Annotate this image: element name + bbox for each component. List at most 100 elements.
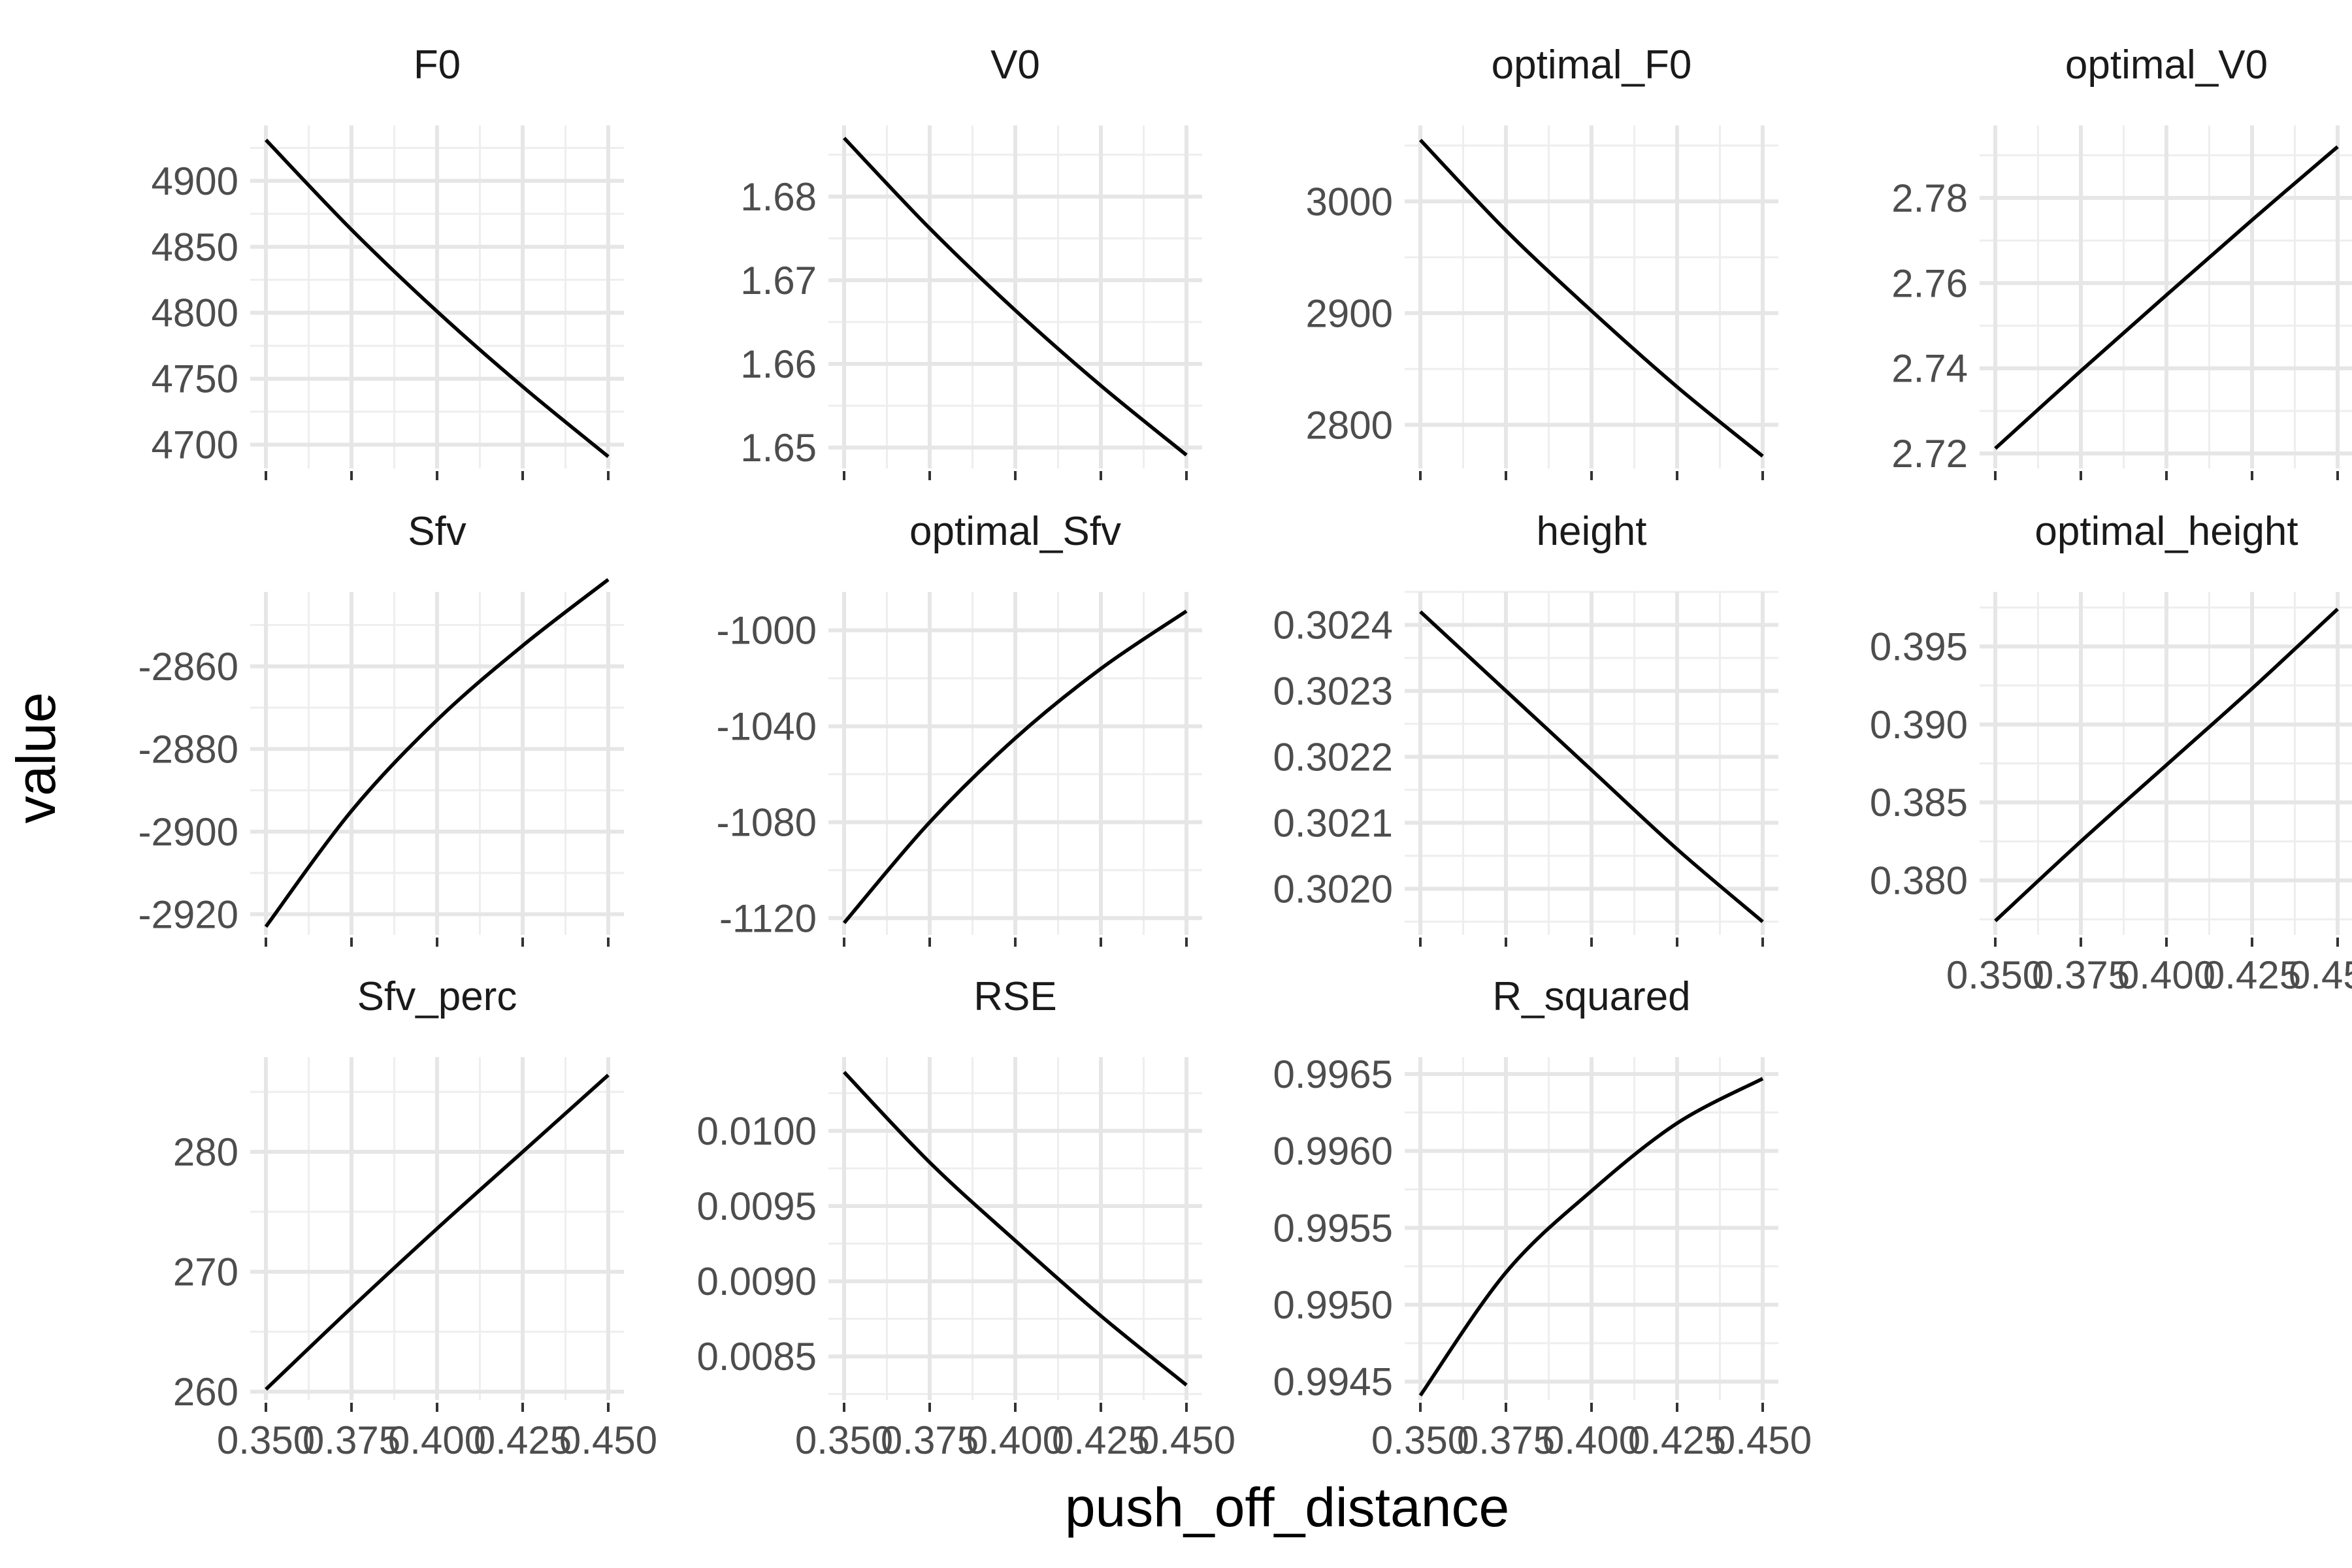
panel-Sfv_perc: Sfv_perc 260 270 280 0.3500.3750.4000.4250.4… xyxy=(173,974,657,1462)
x-tick-label: 0.450 xyxy=(1714,1418,1812,1462)
y-tick-label: 1.66 xyxy=(740,342,817,386)
panel-F0: F0 4700 4750 4800 4850 4900 xyxy=(152,42,624,480)
panel-R_squared: R_squared 0.9945 0.9950 0.9955 0.9960 0.9965 0… xyxy=(1273,974,1812,1462)
x-tick-label: 0.375 xyxy=(2032,953,2130,997)
y-tick-label: 0.0085 xyxy=(696,1335,817,1379)
y-tick-label: -1080 xyxy=(717,800,817,844)
y-tick-label: 270 xyxy=(173,1250,238,1294)
panel-title: Sfv_perc xyxy=(357,974,517,1019)
x-tick-label: 0.400 xyxy=(2117,953,2215,997)
y-tick-label: 4700 xyxy=(152,423,238,467)
y-tick-label: -2880 xyxy=(139,727,238,771)
x-tick-label: 0.400 xyxy=(966,1418,1064,1462)
panel-title: optimal_height xyxy=(2034,509,2298,554)
y-tick-label: 1.68 xyxy=(740,175,817,219)
x-tick-label: 0.450 xyxy=(1137,1418,1235,1462)
y-tick-label: 1.65 xyxy=(740,426,817,470)
y-tick-label: 4900 xyxy=(152,159,238,203)
panel-title: Sfv xyxy=(408,509,466,554)
series-line-height xyxy=(1419,610,1764,923)
panel-title: R_squared xyxy=(1492,974,1690,1019)
y-tick-label: 0.0100 xyxy=(696,1109,817,1153)
y-tick-label: 4750 xyxy=(152,357,238,401)
y-tick-label: 0.3023 xyxy=(1273,669,1393,713)
panel-V0: V0 1.65 1.66 1.67 1.68 xyxy=(740,42,1202,480)
series-line-V0 xyxy=(843,137,1188,457)
panel-title: optimal_V0 xyxy=(2065,42,2268,88)
panel-title: RSE xyxy=(973,974,1056,1019)
facet-panels: F0 4700 4750 4800 4850 4900 V0 1.65 1.66 1.67 1.68… xyxy=(139,42,2352,1462)
x-tick-label: 0.375 xyxy=(1457,1418,1555,1462)
panel-title: optimal_Sfv xyxy=(909,509,1121,554)
panel-title: F0 xyxy=(414,42,461,88)
y-tick-label: 0.0090 xyxy=(696,1260,817,1303)
y-tick-label: 2800 xyxy=(1306,403,1393,447)
y-tick-label: 0.9950 xyxy=(1273,1283,1393,1327)
x-tick-label: 0.425 xyxy=(1628,1418,1726,1462)
y-tick-label: 0.3022 xyxy=(1273,735,1393,779)
series-line-optimal_F0 xyxy=(1419,139,1764,458)
y-tick-label: 0.0095 xyxy=(696,1184,817,1228)
y-tick-label: 0.9960 xyxy=(1273,1130,1393,1173)
series-line-Sfv_perc xyxy=(265,1073,610,1391)
y-tick-label: -1120 xyxy=(719,896,817,940)
panel-Sfv: Sfv -2920 -2900 -2880 -2860 xyxy=(139,509,624,947)
y-tick-label: 2.78 xyxy=(1891,176,1968,220)
x-tick-label: 0.375 xyxy=(881,1418,979,1462)
y-tick-label: 0.390 xyxy=(1870,703,1968,747)
x-tick-label: 0.400 xyxy=(1543,1418,1641,1462)
y-tick-label: 260 xyxy=(173,1370,238,1414)
x-tick-label: 0.350 xyxy=(217,1418,315,1462)
x-tick-label: 0.400 xyxy=(388,1418,486,1462)
y-tick-label: 1.67 xyxy=(740,259,817,302)
panel-title: height xyxy=(1537,509,1647,554)
y-tick-label: 3000 xyxy=(1306,180,1393,223)
y-tick-label: 0.3021 xyxy=(1273,801,1393,845)
y-tick-label: 0.9945 xyxy=(1273,1360,1393,1404)
y-tick-label: 2.76 xyxy=(1891,261,1968,305)
y-tick-label: -1040 xyxy=(717,705,817,749)
x-tick-label: 0.350 xyxy=(1946,953,2044,997)
series-line-R_squared xyxy=(1418,1077,1764,1397)
x-tick-label: 0.425 xyxy=(2203,953,2301,997)
panel-title: optimal_F0 xyxy=(1492,42,1692,88)
y-tick-label: 0.380 xyxy=(1870,858,1968,902)
y-tick-label: 2.72 xyxy=(1891,432,1968,476)
x-axis-title: push_off_distance xyxy=(1065,1477,1509,1538)
panel-title: V0 xyxy=(990,42,1040,88)
x-tick-label: 0.375 xyxy=(302,1418,400,1462)
y-tick-label: 280 xyxy=(173,1130,238,1174)
x-tick-label: 0.450 xyxy=(559,1418,657,1462)
y-tick-label: 0.9965 xyxy=(1273,1053,1393,1096)
y-tick-label: 4800 xyxy=(152,291,238,335)
panel-optimal_V0: optimal_V0 2.72 2.74 2.76 2.78 xyxy=(1891,42,2352,480)
y-axis-title: value xyxy=(5,693,67,824)
y-tick-label: 0.385 xyxy=(1870,781,1968,825)
series-line-RSE xyxy=(843,1071,1188,1387)
y-tick-label: 2.74 xyxy=(1891,347,1968,391)
y-tick-label: -2900 xyxy=(139,810,238,854)
y-tick-label: 2900 xyxy=(1306,291,1393,335)
panel-height: height 0.3020 0.3021 0.3022 0.3023 0.3024 xyxy=(1273,509,1778,947)
y-tick-label: 0.3024 xyxy=(1273,603,1393,647)
x-tick-label: 0.350 xyxy=(795,1418,893,1462)
panel-optimal_height: optimal_height0.3800.3850.3900.3950.3500… xyxy=(1870,509,2352,997)
series-line-Sfv xyxy=(264,578,610,928)
series-line-optimal_height xyxy=(1994,608,2339,923)
y-tick-label: 4850 xyxy=(152,225,238,269)
x-tick-label: 0.450 xyxy=(2289,953,2352,997)
panel-optimal_F0: optimal_F0 2800 2900 3000 xyxy=(1306,42,1778,480)
series-line-F0 xyxy=(265,139,610,458)
series-line-optimal_V0 xyxy=(1994,145,2339,450)
y-tick-label: -2920 xyxy=(139,892,238,936)
y-tick-label: 0.395 xyxy=(1870,625,1968,669)
y-tick-label: 0.9955 xyxy=(1273,1206,1393,1250)
y-tick-label: -2860 xyxy=(139,645,238,689)
panel-RSE: RSE0.00850.00900.00950.01000.3500.3750.4… xyxy=(696,974,1235,1462)
series-line-optimal_Sfv xyxy=(842,610,1188,924)
x-tick-label: 0.350 xyxy=(1371,1418,1469,1462)
panel-optimal_Sfv: optimal_Sfv -1120 -1080 -1040 -1000 xyxy=(717,509,1202,947)
x-tick-label: 0.425 xyxy=(1052,1418,1150,1462)
x-tick-label: 0.425 xyxy=(474,1418,572,1462)
